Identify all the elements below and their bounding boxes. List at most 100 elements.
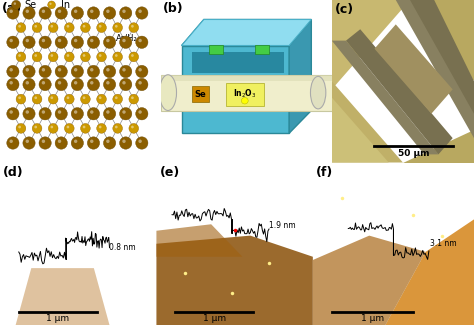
Circle shape bbox=[74, 68, 77, 72]
Circle shape bbox=[106, 39, 109, 42]
Polygon shape bbox=[182, 20, 311, 46]
Circle shape bbox=[32, 124, 42, 133]
Circle shape bbox=[32, 94, 42, 104]
Circle shape bbox=[23, 78, 35, 91]
Polygon shape bbox=[156, 236, 313, 325]
Circle shape bbox=[90, 9, 93, 13]
Circle shape bbox=[74, 39, 77, 42]
Circle shape bbox=[115, 54, 118, 57]
Circle shape bbox=[7, 108, 19, 120]
Circle shape bbox=[87, 7, 100, 19]
Circle shape bbox=[50, 97, 53, 99]
Circle shape bbox=[23, 36, 35, 48]
Circle shape bbox=[42, 68, 45, 72]
Circle shape bbox=[16, 23, 26, 32]
Circle shape bbox=[136, 65, 148, 78]
Circle shape bbox=[11, 0, 21, 9]
Circle shape bbox=[71, 78, 83, 91]
Circle shape bbox=[119, 78, 132, 91]
Circle shape bbox=[26, 81, 29, 84]
Circle shape bbox=[97, 23, 106, 32]
Text: 1.9 nm: 1.9 nm bbox=[269, 221, 296, 230]
Circle shape bbox=[23, 65, 35, 78]
Circle shape bbox=[55, 137, 67, 149]
Circle shape bbox=[81, 52, 90, 62]
Circle shape bbox=[122, 81, 126, 84]
Circle shape bbox=[55, 7, 67, 19]
Circle shape bbox=[39, 108, 51, 120]
Text: 1 μm: 1 μm bbox=[361, 314, 384, 323]
Circle shape bbox=[87, 78, 100, 91]
Polygon shape bbox=[410, 0, 474, 114]
Circle shape bbox=[55, 108, 67, 120]
Circle shape bbox=[71, 7, 83, 19]
Circle shape bbox=[99, 126, 101, 128]
Polygon shape bbox=[182, 20, 311, 46]
Circle shape bbox=[129, 23, 138, 32]
Polygon shape bbox=[332, 0, 410, 89]
Circle shape bbox=[49, 3, 52, 5]
Circle shape bbox=[97, 124, 106, 133]
Circle shape bbox=[136, 78, 148, 91]
Circle shape bbox=[16, 52, 26, 62]
Circle shape bbox=[99, 25, 101, 28]
Circle shape bbox=[71, 65, 83, 78]
Circle shape bbox=[115, 126, 118, 128]
Circle shape bbox=[58, 68, 61, 72]
Circle shape bbox=[14, 2, 16, 5]
Circle shape bbox=[7, 65, 19, 78]
Circle shape bbox=[90, 68, 93, 72]
Circle shape bbox=[64, 94, 74, 104]
Circle shape bbox=[66, 25, 69, 28]
Circle shape bbox=[138, 9, 142, 13]
Text: (d): (d) bbox=[3, 166, 24, 179]
Circle shape bbox=[58, 81, 61, 84]
Circle shape bbox=[131, 126, 134, 128]
Circle shape bbox=[66, 126, 69, 128]
Circle shape bbox=[34, 97, 37, 99]
Circle shape bbox=[9, 68, 13, 72]
Circle shape bbox=[55, 36, 67, 48]
Circle shape bbox=[115, 25, 118, 28]
Circle shape bbox=[138, 110, 142, 114]
Circle shape bbox=[138, 139, 142, 143]
Circle shape bbox=[32, 52, 42, 62]
Circle shape bbox=[58, 9, 61, 13]
Text: (f): (f) bbox=[316, 166, 333, 179]
Circle shape bbox=[48, 124, 58, 133]
Circle shape bbox=[71, 36, 83, 48]
Circle shape bbox=[26, 139, 29, 143]
Text: In: In bbox=[61, 0, 70, 10]
Circle shape bbox=[122, 9, 126, 13]
Bar bbox=[209, 46, 223, 54]
Ellipse shape bbox=[159, 75, 176, 110]
Circle shape bbox=[48, 1, 55, 9]
Circle shape bbox=[106, 68, 109, 72]
Bar bbox=[226, 83, 264, 106]
Circle shape bbox=[113, 23, 122, 32]
Bar bbox=[192, 86, 209, 102]
Circle shape bbox=[55, 65, 67, 78]
Polygon shape bbox=[403, 130, 474, 162]
Polygon shape bbox=[385, 219, 474, 325]
Circle shape bbox=[9, 9, 13, 13]
Circle shape bbox=[7, 36, 19, 48]
Circle shape bbox=[71, 137, 83, 149]
Circle shape bbox=[81, 94, 90, 104]
Text: (a): (a) bbox=[1, 2, 22, 15]
Circle shape bbox=[131, 54, 134, 57]
Circle shape bbox=[136, 137, 148, 149]
Circle shape bbox=[50, 54, 53, 57]
Circle shape bbox=[39, 137, 51, 149]
Circle shape bbox=[131, 25, 134, 28]
Polygon shape bbox=[16, 268, 109, 325]
Polygon shape bbox=[396, 0, 474, 138]
Circle shape bbox=[99, 54, 101, 57]
Text: Se: Se bbox=[24, 0, 36, 10]
Circle shape bbox=[106, 110, 109, 114]
Text: (e): (e) bbox=[160, 166, 180, 179]
Polygon shape bbox=[332, 98, 389, 162]
Polygon shape bbox=[410, 0, 474, 81]
Circle shape bbox=[103, 65, 116, 78]
Circle shape bbox=[48, 52, 58, 62]
